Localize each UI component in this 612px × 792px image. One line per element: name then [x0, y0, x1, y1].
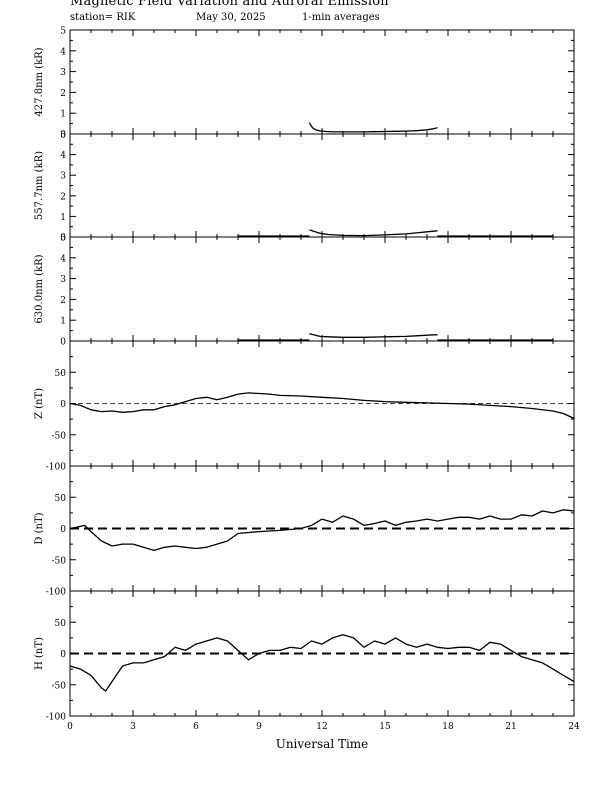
panel-frame-p5577	[69, 133, 575, 238]
panel-frame-p4278	[69, 29, 575, 135]
y-tick-label-p4278: 0	[60, 131, 66, 141]
y-tick-label-p4278: 4	[60, 47, 66, 57]
y-tick-label-p6300: 1	[60, 317, 66, 327]
series-line-pD-0	[69, 509, 575, 552]
x-tick-label: 3	[130, 722, 136, 732]
series-line-pZ-0	[69, 392, 575, 420]
y-tick-label-pH: -50	[52, 681, 67, 691]
y-tick-label-p4278: 2	[60, 89, 66, 99]
y-tick-label-pZ: 50	[55, 369, 67, 379]
y-tick-label-pH: 50	[55, 619, 67, 629]
series-line-pH-0	[69, 634, 575, 692]
y-tick-label-p4278: 3	[60, 68, 66, 78]
station-label: station= RIK	[70, 12, 136, 23]
y-tick-label-p5577: 1	[60, 213, 66, 223]
x-tick-label: 12	[316, 722, 327, 732]
x-tick-label: 6	[193, 722, 199, 732]
x-tick-label: 15	[379, 722, 391, 732]
y-tick-label-pH: 0	[60, 650, 66, 660]
y-tick-label-p5577: 4	[60, 151, 66, 161]
y-tick-label-p6300: 2	[60, 296, 66, 306]
y-axis-label-pD: D (nT)	[34, 512, 45, 544]
y-tick-label-p6300: 3	[60, 275, 66, 285]
y-axis-label-pH: H (nT)	[34, 637, 45, 670]
y-tick-label-pZ: -50	[52, 431, 67, 441]
y-axis-label-p6300: 630.0nm (kR)	[34, 254, 45, 323]
y-tick-label-p6300: 5	[60, 234, 66, 244]
y-tick-label-pD: -100	[46, 588, 66, 598]
chart-title: Magnetic Field Variation and Auroral Emi…	[70, 0, 389, 9]
y-axis-label-pZ: Z (nT)	[34, 388, 45, 419]
panel-frame-p6300	[69, 236, 575, 342]
y-tick-label-p6300: 4	[60, 254, 66, 264]
y-tick-label-p5577: 5	[60, 131, 66, 141]
y-tick-label-pD: 50	[55, 494, 67, 504]
y-axis-label-p4278: 427.8nm (kR)	[34, 47, 45, 116]
x-tick-label: 18	[442, 722, 454, 732]
y-tick-label-p5577: 2	[60, 192, 66, 202]
x-tick-label: 21	[505, 722, 516, 732]
y-tick-label-p4278: 5	[60, 27, 66, 37]
y-tick-label-p5577: 3	[60, 172, 66, 182]
x-tick-label: 9	[256, 722, 262, 732]
x-tick-label: 0	[67, 722, 73, 732]
x-axis-label: Universal Time	[276, 737, 369, 751]
y-axis-label-p5577: 557.7nm (kR)	[34, 151, 45, 220]
y-tick-label-pD: -50	[52, 556, 67, 566]
x-tick-label: 24	[568, 722, 580, 732]
series-line-p6300-1	[309, 333, 438, 338]
y-tick-label-pH: -100	[46, 713, 66, 723]
date-label: May 30, 2025	[196, 12, 266, 23]
y-tick-label-p4278: 1	[60, 110, 66, 120]
y-tick-label-pZ: 0	[60, 400, 66, 410]
series-line-p4278-0	[308, 122, 438, 133]
y-tick-label-p6300: 0	[60, 338, 66, 348]
y-tick-label-p5577: 0	[60, 234, 66, 244]
averaging-label: 1-min averages	[302, 12, 380, 23]
series-line-p5577-1	[309, 229, 438, 237]
y-tick-label-pD: 0	[60, 525, 66, 535]
y-tick-label-pZ: -100	[46, 463, 66, 473]
